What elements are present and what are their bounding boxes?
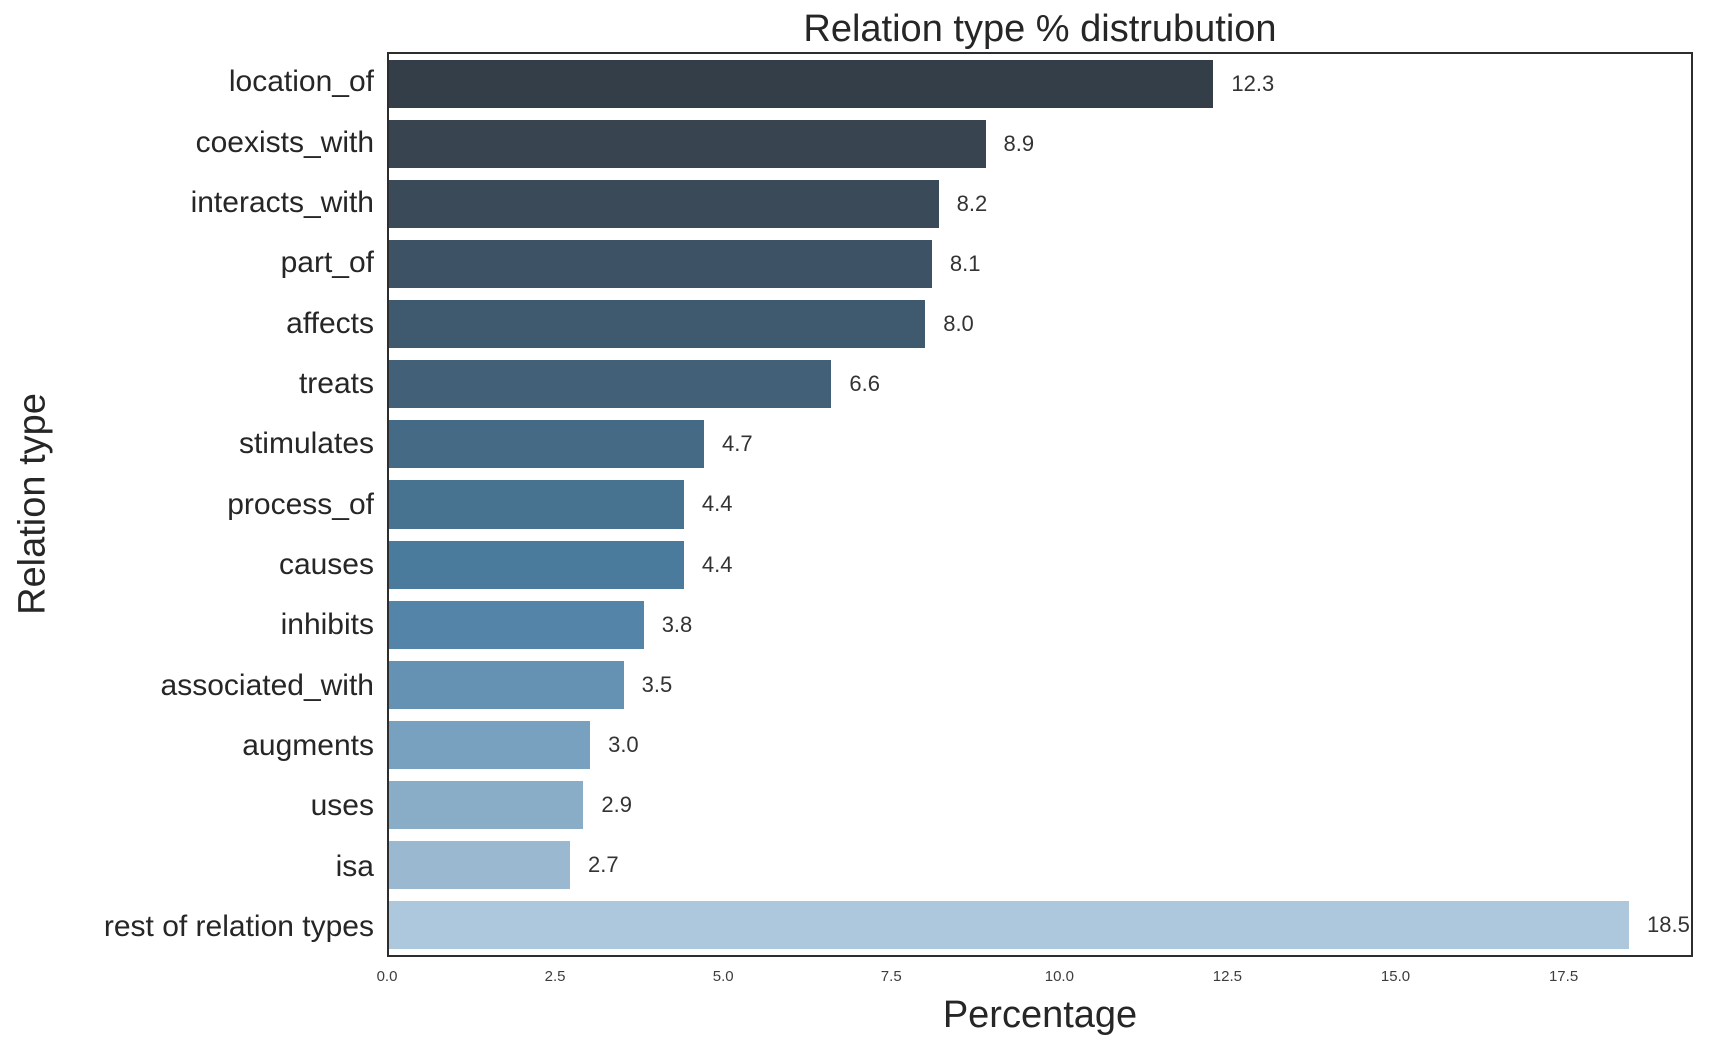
category-label: affects <box>286 306 374 340</box>
value-label: 3.5 <box>641 671 673 697</box>
bar-uses <box>389 780 584 829</box>
value-label: 8.0 <box>943 311 974 337</box>
bar-causes <box>389 540 684 589</box>
x-tick-label: 15.0 <box>1380 968 1411 985</box>
value-label: 12.3 <box>1231 71 1275 97</box>
bar-isa <box>389 840 570 889</box>
bar-row: 18.5 <box>389 895 1691 955</box>
bar-stimulates <box>389 420 705 469</box>
category-label: interacts_with <box>190 185 374 219</box>
category-label: process_of <box>227 487 374 521</box>
bar-row: 3.0 <box>389 715 1691 775</box>
bar-row: 3.8 <box>389 595 1691 655</box>
value-label: 8.9 <box>1003 131 1035 157</box>
category-label: isa <box>335 849 374 883</box>
x-tick-label: 7.5 <box>880 968 902 985</box>
value-label: 4.4 <box>701 491 733 517</box>
bar-affects <box>389 300 926 349</box>
category-label: uses <box>310 789 374 823</box>
bar-coexists-with <box>389 120 986 169</box>
bar-associated-with <box>389 660 624 709</box>
value-label: 18.5 <box>1647 911 1690 937</box>
category-label: stimulates <box>238 427 374 461</box>
bar-process-of <box>389 480 684 529</box>
bar-interacts-with <box>389 180 939 229</box>
value-label: 4.7 <box>722 431 753 457</box>
bar-treats <box>389 360 832 409</box>
bar-augments <box>389 720 591 769</box>
value-label: 6.6 <box>849 371 880 397</box>
plot-area: 12.3 8.9 8.2 8.1 8.0 6.6 4.7 4.4 4.4 3.8 3.5 3.0 2.9… <box>387 52 1693 957</box>
value-label: 3.0 <box>608 731 639 757</box>
category-label: inhibits <box>280 608 374 642</box>
bar-row: 4.4 <box>389 535 1691 595</box>
value-label: 2.7 <box>587 851 619 877</box>
x-tick-label: 5.0 <box>712 968 734 985</box>
bar-row: 8.1 <box>389 234 1691 294</box>
bar-row: 8.2 <box>389 174 1691 234</box>
bar-row: 2.9 <box>389 775 1691 835</box>
bar-rest-of-relation-types <box>389 900 1629 949</box>
x-tick-label: 12.5 <box>1212 968 1243 985</box>
x-axis-label: Percentage <box>942 994 1138 1036</box>
value-label: 2.9 <box>601 791 632 817</box>
bar-row: 6.6 <box>389 354 1691 414</box>
value-label: 3.8 <box>661 611 693 637</box>
category-label: part_of <box>280 246 374 280</box>
chart-title: Relation type % distrubution <box>803 8 1277 50</box>
x-tick-label: 10.0 <box>1044 968 1074 985</box>
bar-inhibits <box>389 600 644 649</box>
category-label: treats <box>298 366 374 400</box>
x-tick-label: 2.5 <box>544 968 566 985</box>
category-label: coexists_with <box>195 125 374 159</box>
category-label: augments <box>242 728 374 762</box>
bar-row: 12.3 <box>389 54 1691 114</box>
value-label: 4.4 <box>701 551 733 577</box>
bar-row: 8.9 <box>389 114 1691 174</box>
category-label: location_of <box>228 65 374 99</box>
bar-row: 2.7 <box>389 835 1691 895</box>
bar-row: 3.5 <box>389 655 1691 715</box>
x-axis-ticks: 0.0 2.5 5.0 7.5 10.0 12.5 15.0 17.5 <box>377 968 1693 992</box>
value-label: 8.2 <box>956 191 988 217</box>
category-label: associated_with <box>160 668 374 702</box>
bar-row: 4.7 <box>389 414 1691 474</box>
bar-row: 8.0 <box>389 294 1691 354</box>
bar-row: 4.4 <box>389 474 1691 534</box>
category-label: rest of relation types <box>103 909 374 943</box>
category-label: causes <box>278 547 374 581</box>
x-tick-label: 17.5 <box>1548 968 1579 985</box>
x-tick-label: 0.0 <box>376 968 398 985</box>
bar-part-of <box>389 240 932 289</box>
bar-location-of <box>389 60 1214 109</box>
value-label: 8.1 <box>949 251 981 277</box>
